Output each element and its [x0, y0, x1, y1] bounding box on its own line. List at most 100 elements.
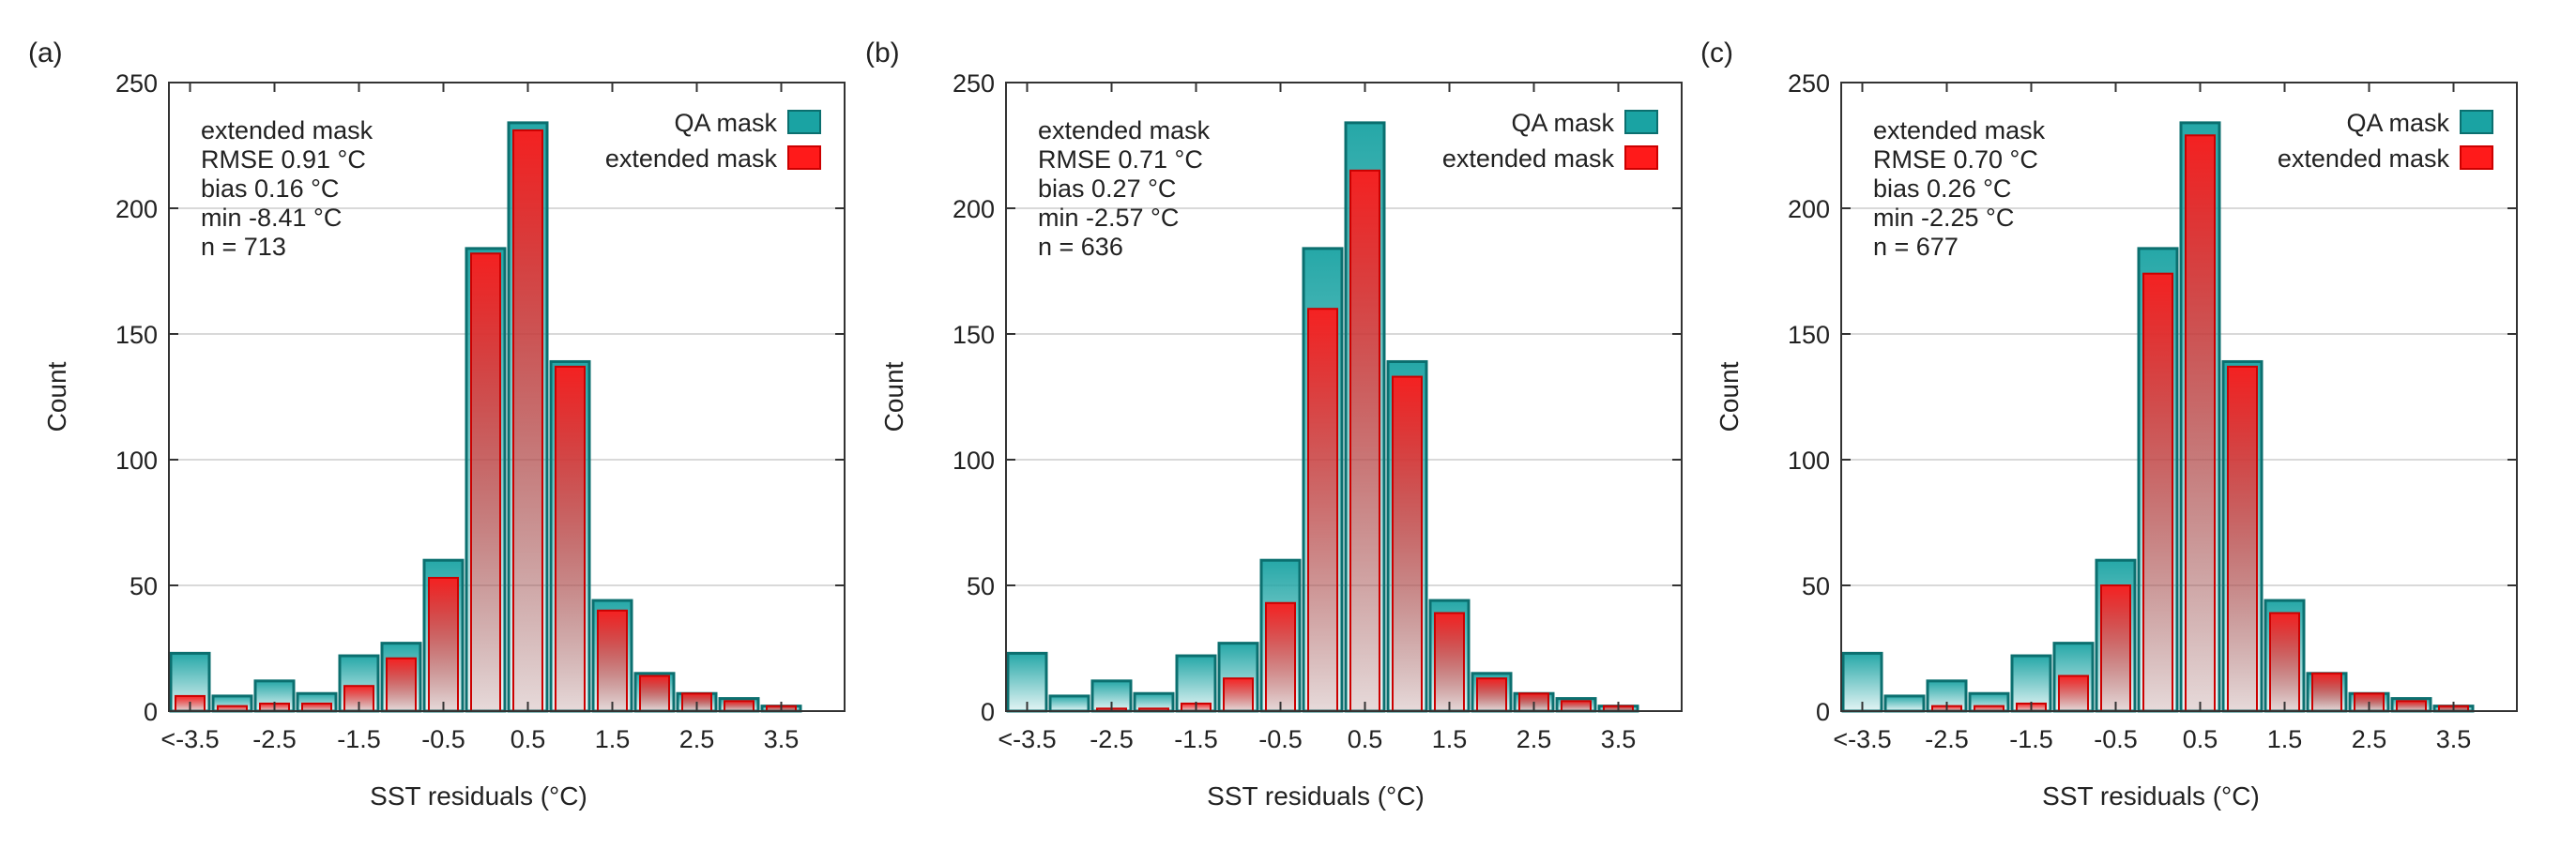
extended-mask-bar: [724, 700, 755, 713]
extended-mask-bar: [2396, 700, 2427, 713]
stats-line: RMSE 0.91 °C: [201, 145, 366, 174]
extended-mask-bar: [1307, 308, 1338, 712]
stats-line: n = 713: [201, 233, 286, 261]
legend-swatch: [2460, 145, 2493, 170]
y-tick-label: 50: [130, 572, 158, 600]
plot-frame: [168, 82, 846, 712]
y-tick-label: 250: [953, 69, 995, 98]
extended-mask-bar: [2142, 272, 2173, 712]
extended-mask-bar: [639, 675, 670, 712]
extended-mask-bar: [470, 252, 501, 712]
stats-line: min -2.25 °C: [1873, 204, 2014, 232]
x-tick-label: 1.5: [595, 725, 631, 753]
y-tick-label: 250: [1788, 69, 1830, 98]
y-tick-label: 100: [115, 447, 158, 475]
legend-label: QA mask: [1511, 109, 1614, 137]
legend-label: extended mask: [605, 144, 778, 173]
panel-label: (b): [865, 38, 900, 68]
x-tick-label: 3.5: [2436, 725, 2472, 753]
x-tick-label: -2.5: [252, 725, 297, 753]
x-tick-label: 2.5: [679, 725, 715, 753]
extended-mask-bar: [1349, 169, 1380, 713]
qa-mask-bar: [1883, 694, 1926, 713]
y-axis-label: Count: [879, 361, 908, 432]
extended-mask-bar: [512, 129, 543, 713]
stats-line: RMSE 0.70 °C: [1873, 145, 2038, 174]
x-axis-label: SST residuals (°C): [1207, 781, 1425, 811]
plot-frame: [1840, 82, 2518, 712]
x-tick-label: -2.5: [1090, 725, 1134, 753]
stats-line: n = 636: [1038, 233, 1123, 261]
qa-mask-bar: [1048, 694, 1090, 713]
panel-label: (a): [28, 38, 63, 68]
x-tick-label: <-3.5: [1833, 725, 1891, 753]
y-tick-label: 100: [953, 447, 995, 475]
stats-line: extended mask: [201, 116, 373, 144]
y-tick-label: 200: [115, 195, 158, 223]
y-tick-label: 200: [953, 195, 995, 223]
legend-swatch: [787, 145, 821, 170]
chart-panel-c: (c) 0 50 100 150 200 250 <-3.5 -2.5 -1.5 -0.5 0.5 1.…: [1700, 38, 2518, 811]
stats-line: min -2.57 °C: [1038, 204, 1179, 232]
y-tick-label: 150: [953, 321, 995, 349]
extended-mask-bar: [555, 365, 586, 712]
x-tick-label: 3.5: [1601, 725, 1637, 753]
extended-mask-bar: [2100, 584, 2131, 712]
x-tick-label: -0.5: [1258, 725, 1303, 753]
legend-swatch: [1624, 145, 1658, 170]
extended-mask-bar: [1223, 677, 1254, 712]
x-tick-label: -1.5: [337, 725, 381, 753]
x-axis-label: SST residuals (°C): [370, 781, 587, 811]
x-tick-label: 0.5: [2183, 725, 2218, 753]
x-tick-label: -1.5: [2009, 725, 2053, 753]
extended-mask-bar: [428, 576, 459, 713]
legend-label: extended mask: [2278, 144, 2450, 173]
extended-mask-bar: [2311, 672, 2342, 712]
stats-line: extended mask: [1873, 116, 2046, 144]
y-tick-label: 150: [1788, 321, 1830, 349]
legend-label: QA mask: [2346, 109, 2449, 137]
stats-line: n = 677: [1873, 233, 1959, 261]
extended-mask-bar: [1392, 375, 1423, 712]
x-tick-label: 1.5: [1432, 725, 1468, 753]
legend-label: QA mask: [674, 109, 777, 137]
qa-mask-bar: [1841, 651, 1883, 713]
y-tick-label: 0: [1816, 698, 1830, 726]
extended-mask-bar: [1476, 677, 1507, 712]
x-tick-label: 0.5: [1348, 725, 1383, 753]
y-tick-label: 50: [967, 572, 995, 600]
extended-mask-bar: [1265, 601, 1296, 713]
x-tick-label: -0.5: [2094, 725, 2138, 753]
y-tick-label: 0: [144, 698, 158, 726]
x-tick-label: 1.5: [2267, 725, 2303, 753]
extended-mask-bar: [2227, 365, 2258, 712]
stats-line: extended mask: [1038, 116, 1211, 144]
legend-swatch: [787, 110, 821, 134]
extended-mask-bar: [2269, 612, 2300, 712]
stats-line: bias 0.26 °C: [1873, 174, 2011, 203]
y-tick-label: 0: [981, 698, 995, 726]
y-tick-label: 150: [115, 321, 158, 349]
y-axis-label: Count: [42, 361, 71, 432]
extended-mask-bar: [1561, 700, 1592, 713]
stats-line: min -8.41 °C: [201, 204, 342, 232]
extended-mask-bar: [597, 609, 628, 712]
y-tick-label: 250: [115, 69, 158, 98]
y-tick-label: 50: [1802, 572, 1830, 600]
extended-mask-bar: [386, 657, 417, 712]
panel-label: (c): [1700, 38, 1733, 68]
y-axis-label: Count: [1715, 361, 1744, 432]
extended-mask-bar: [301, 702, 332, 713]
y-tick-label: 200: [1788, 195, 1830, 223]
x-tick-label: -1.5: [1174, 725, 1218, 753]
x-tick-label: 3.5: [764, 725, 800, 753]
legend-swatch: [2460, 110, 2493, 134]
extended-mask-bar: [2185, 134, 2216, 712]
extended-mask-bar: [1434, 612, 1465, 712]
x-tick-label: -0.5: [421, 725, 465, 753]
x-tick-label: -2.5: [1925, 725, 1969, 753]
x-tick-label: 2.5: [1517, 725, 1552, 753]
x-tick-label: 0.5: [511, 725, 546, 753]
extended-mask-bar: [2058, 675, 2089, 712]
